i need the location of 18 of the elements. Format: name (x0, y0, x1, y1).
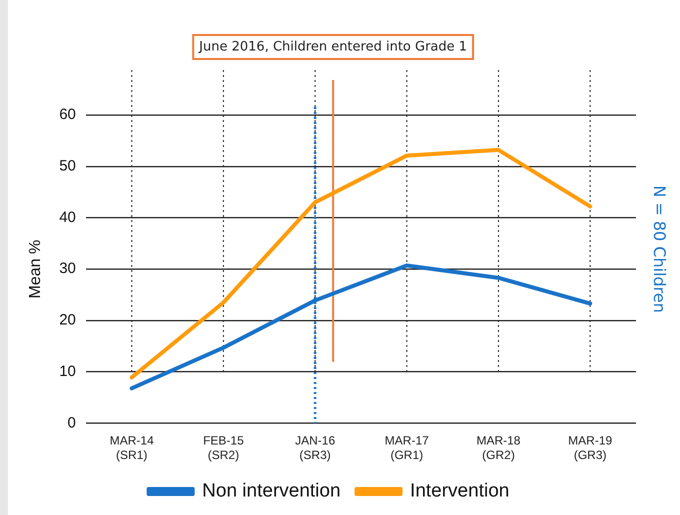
x-tick-label: MAR-17 (GR1) (384, 434, 430, 462)
y-tick-label: 0 (68, 414, 76, 432)
y-tick-label: 10 (59, 362, 76, 380)
y-tick-label: 20 (59, 312, 76, 329)
y-axis-title: Mean % (27, 240, 44, 298)
y-tick-label: 50 (59, 158, 76, 175)
x-tick-label: MAR-19 (GR3) (568, 434, 612, 462)
x-tick-label: MAR-18 (GR2) (476, 434, 521, 462)
y-tick-label: 60 (59, 106, 76, 124)
y-tick-label: 30 (59, 260, 76, 278)
y-tick-label: 40 (59, 208, 76, 226)
x-tick-label: FEB-15 (SR2) (203, 434, 244, 462)
x-tick-label: JAN-16 (SR3) (295, 434, 336, 462)
legend-label: Intervention (410, 480, 510, 502)
legend-label: Non intervention (202, 480, 341, 502)
ref-line-label: June 2016, Children entered into Grade 1 (198, 39, 468, 54)
x-tick-label: MAR-14 (SR1) (110, 434, 154, 462)
text: N = 80 Children (650, 185, 669, 313)
